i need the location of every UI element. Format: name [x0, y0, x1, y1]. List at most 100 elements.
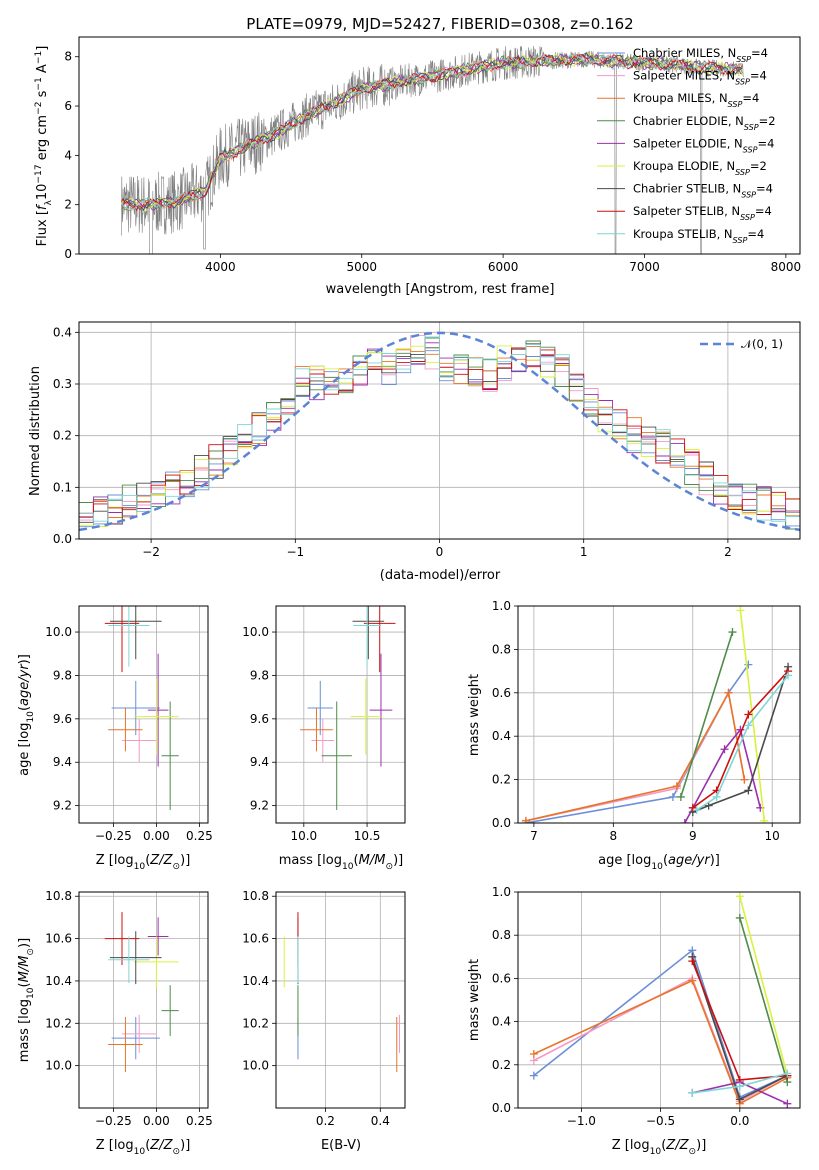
legend-entry: Salpeter ELODIE, NSSP=4 [633, 136, 774, 154]
y-tick-label: 10.4 [242, 974, 269, 988]
weight-marker-8 [784, 671, 793, 680]
weight-marker-6 [735, 1095, 744, 1104]
weight-line-0 [533, 948, 788, 1099]
y-tick-label: 9.8 [250, 668, 269, 682]
y-tick-label: 10.6 [45, 932, 72, 946]
y-tick-label: 9.2 [53, 799, 72, 813]
x-axis-label: wavelength [Angstrom, rest frame] [326, 282, 555, 297]
weight-marker-8 [692, 805, 701, 814]
x-tick-label: 0.2 [316, 1114, 335, 1128]
weight-marker-8 [712, 792, 721, 801]
axes-frame [275, 605, 406, 824]
y-tick-label: 10.6 [242, 932, 269, 946]
y-tick-label: 0.4 [53, 325, 72, 339]
x-tick-label: −1.0 [567, 1114, 596, 1128]
weight-marker-8 [688, 1088, 697, 1097]
y-tick-label: 0.0 [53, 532, 72, 546]
y-tick-label: 10.2 [45, 1016, 72, 1030]
weight-marker-2 [740, 775, 749, 784]
x-tick-label: 0.0 [730, 1114, 749, 1128]
y-tick-label: 10.0 [45, 1059, 72, 1073]
weight-marker-3 [735, 913, 744, 922]
y-tick-label: 9.6 [250, 712, 269, 726]
weight-marker-7 [688, 957, 697, 966]
mass-vs-extinction-panel: 0.2 0.4 10.0 10.2 10.4 10.6 10.8 E(B-V) [242, 889, 406, 1153]
x-axis-label: (data-model)/error [380, 568, 501, 583]
weight-marker-2 [724, 688, 733, 697]
y-tick-label: 10.8 [242, 889, 269, 903]
axes-frame [275, 891, 406, 1109]
weight-marker-4 [720, 745, 729, 754]
y-tick-label: 0.0 [492, 1101, 511, 1115]
y-tick-label: 0.3 [53, 377, 72, 391]
weight-line-1 [525, 690, 746, 822]
y-tick-label: 2 [64, 198, 72, 212]
legend-entry: Chabrier MILES, NSSP=4 [633, 46, 768, 64]
y-tick-label: 10.0 [45, 625, 72, 639]
x-tick-label: −0.5 [646, 1114, 675, 1128]
weight-vs-age-panel: 7 8 9 10 0.0 0.2 0.4 0.6 0.8 1.0 age [log10(age/yr… [467, 599, 801, 872]
weight-line-7 [692, 670, 789, 809]
y-tick-label: 10.0 [242, 1059, 269, 1073]
y-tick-label: 0.4 [492, 729, 511, 743]
weight-marker-8 [744, 721, 753, 730]
spectrum-panel: 4000 5000 6000 7000 8000 0 2 4 6 8 wavelength [Ang… [34, 36, 802, 297]
y-tick-label: 1.0 [492, 599, 511, 613]
y-axis-label: mass weight [467, 674, 482, 756]
legend-entry: Chabrier ELODIE, NSSP=2 [633, 114, 776, 132]
weight-line-8 [696, 674, 789, 811]
x-tick-label: 0.00 [143, 829, 170, 843]
age-vs-mass-panel: 10.0 10.5 9.2 9.4 9.6 9.8 10.0 mass [log10(M/M⊙… [242, 605, 406, 872]
y-tick-label: 10.0 [242, 625, 269, 639]
x-tick-label: 0.4 [371, 1114, 390, 1128]
y-tick-label: 0.4 [492, 1015, 511, 1029]
x-axis-label: Z [log10(Z/Z⊙)] [612, 1138, 707, 1157]
y-tick-label: 0.6 [492, 686, 511, 700]
x-tick-label: 4000 [205, 260, 236, 274]
y-tick-label: 10.4 [45, 974, 72, 988]
axes-frame [517, 891, 801, 1109]
weight-line-4 [684, 727, 762, 823]
x-tick-label: 9 [689, 829, 697, 843]
x-axis-label: Z [log10(Z/Z⊙)] [96, 853, 191, 872]
y-tick-label: 0.2 [492, 1058, 511, 1072]
weight-marker-6 [744, 786, 753, 795]
axes-frame [78, 891, 209, 1109]
weight-marker-3 [728, 628, 737, 637]
y-tick-label: 9.2 [250, 799, 269, 813]
weight-marker-0 [744, 660, 753, 669]
x-tick-label: 7000 [629, 260, 660, 274]
weight-line-2 [525, 690, 746, 822]
y-tick-label: 0.1 [53, 480, 72, 494]
figure-title: PLATE=0979, MJD=52427, FIBERID=0308, z=0… [246, 15, 633, 33]
weight-marker-4 [783, 1099, 792, 1108]
legend-entry: Kroupa MILES, NSSP=4 [633, 91, 759, 109]
y-tick-label: 10.2 [242, 1016, 269, 1030]
weight-line-3 [680, 631, 734, 798]
axes-frame [78, 321, 801, 540]
weight-marker-2 [672, 782, 681, 791]
x-tick-label: 10 [765, 829, 780, 843]
weight-marker-5 [760, 816, 769, 823]
x-tick-label: 8000 [771, 260, 802, 274]
normal-distribution-curve [78, 331, 801, 532]
legend-entry: Kroupa ELODIE, NSSP=2 [633, 159, 767, 177]
x-tick-label: −0.25 [95, 829, 132, 843]
y-tick-label: 0.8 [492, 928, 511, 942]
y-tick-label: 0.0 [492, 816, 511, 830]
y-tick-label: 0.2 [492, 773, 511, 787]
age-vs-metallicity-panel: −0.25 0.00 0.25 9.2 9.4 9.6 9.8 10.0 Z [log10(Z/… [17, 605, 213, 872]
y-tick-label: 0 [64, 247, 72, 261]
mass-vs-metallicity-panel: −0.25 0.00 0.25 10.0 10.2 10.4 10.6 10.8 Z [log1… [17, 889, 213, 1157]
x-axis-label: age [log10(age/yr)] [598, 853, 720, 872]
weight-line-5 [739, 610, 766, 821]
weight-marker-2 [521, 816, 530, 823]
y-tick-label: 9.6 [53, 712, 72, 726]
x-axis-label: Z [log10(Z/Z⊙)] [96, 1138, 191, 1157]
weight-line-2 [533, 979, 788, 1105]
legend-entry: Salpeter MILES, NSSP=4 [633, 69, 767, 87]
weight-marker-0 [529, 1071, 538, 1080]
y-axis-label: age [log10(age/yr)] [17, 654, 36, 776]
x-tick-label: 6000 [488, 260, 519, 274]
